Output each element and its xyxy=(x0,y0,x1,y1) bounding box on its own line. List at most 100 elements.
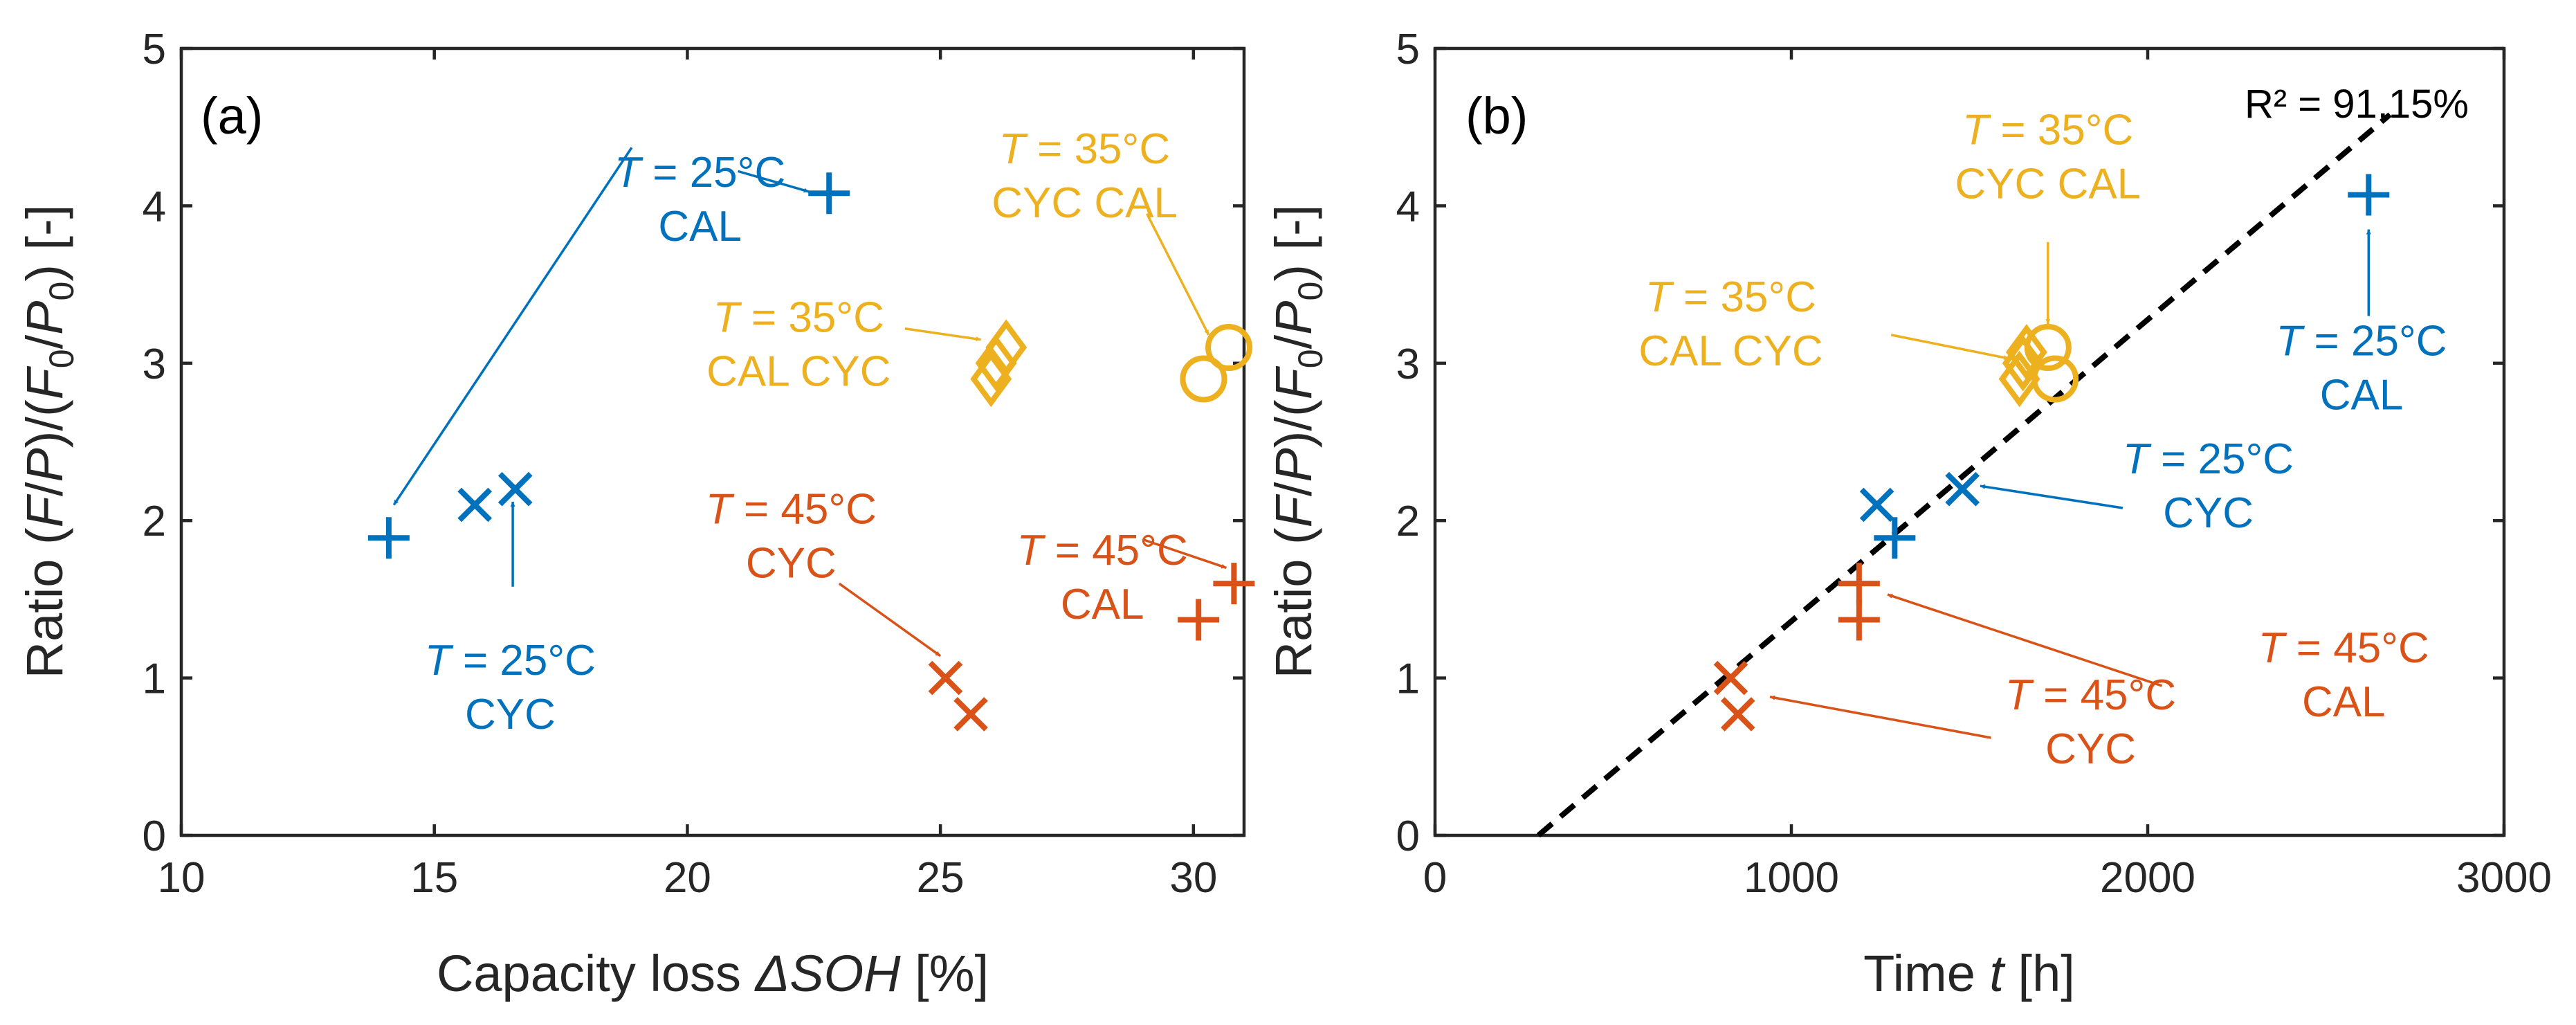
x-tick-label: 25 xyxy=(917,854,965,902)
x-tick-label: 2000 xyxy=(2100,854,2195,902)
markers xyxy=(1713,174,2390,732)
y-tick-label: 2 xyxy=(143,498,166,545)
y-axis-title: Ratio (F/P)/(F0/P0) [-] xyxy=(16,205,81,679)
y-tick-label: 3 xyxy=(143,341,166,388)
annotation-label: CYC xyxy=(746,540,837,588)
panel-label: (b) xyxy=(1465,87,1528,145)
plus-marker xyxy=(1213,563,1255,605)
y-tick-label: 5 xyxy=(1396,26,1420,73)
circle-marker xyxy=(1180,355,1227,403)
x-tick-label: 1000 xyxy=(1744,854,1839,902)
annotation-arrow xyxy=(1146,212,1210,336)
fit xyxy=(1536,112,2392,838)
annotation-label: CAL xyxy=(1061,581,1144,628)
annotation-label: T = 25°C xyxy=(614,149,785,197)
annotation-label: CAL xyxy=(658,203,742,251)
x-marker xyxy=(953,697,988,732)
y-tick-label: 0 xyxy=(143,813,166,860)
diamond-marker xyxy=(985,319,1027,376)
annotation-label: CYC xyxy=(2045,725,2136,773)
circle-marker xyxy=(2031,355,2079,403)
y-tick-label: 1 xyxy=(1396,655,1420,703)
x-axis-title: Capacity loss ΔSOH [%] xyxy=(437,945,989,1002)
annotation-arrow xyxy=(392,147,633,506)
ticks: 10 15 20 25 30 0 1 2 3 4 5 xyxy=(143,26,1244,902)
y-tick-label: 4 xyxy=(1396,183,1420,230)
diamond-marker xyxy=(2005,324,2047,381)
plot-area xyxy=(1433,46,2506,837)
plus-marker xyxy=(808,172,850,215)
annotation-label: CYC xyxy=(2163,489,2254,537)
annotation-label: T = 25°C xyxy=(425,637,596,684)
annotation-arrow xyxy=(1980,484,2123,509)
annotation-arrow xyxy=(1142,538,1227,570)
ticks: 0 1000 2000 3000 0 1 2 3 4 5 xyxy=(1396,26,2552,902)
annotation-label: CYC CAL xyxy=(992,179,1178,227)
x-tick-label: 30 xyxy=(1169,854,1217,902)
panel-a: (a) Ratio (F/P)/(F0/P0) [-] Capacity los… xyxy=(16,26,1255,1002)
annotations: T = 25°C CAL T = 25°C CYC T = 35°C CYC CAL T =… xyxy=(1638,107,2447,773)
y-tick-label: 5 xyxy=(143,26,166,73)
annotation-label: CAL CYC xyxy=(1638,327,1823,375)
annotation-arrow xyxy=(838,582,942,657)
x-marker xyxy=(497,471,533,507)
plus-marker xyxy=(2348,174,2390,216)
plus-marker xyxy=(1838,563,1880,605)
x-marker xyxy=(1945,471,1980,507)
diamond-marker xyxy=(975,335,1017,392)
x-marker xyxy=(928,660,963,696)
annotation-arrow xyxy=(904,327,981,342)
annotation-arrow xyxy=(1890,334,2009,361)
annotation-label: T = 25°C xyxy=(2276,317,2447,365)
x-marker xyxy=(457,487,493,523)
annotation-label: T = 35°C xyxy=(999,125,1170,173)
plus-marker xyxy=(1838,599,1880,641)
x-tick-label: 0 xyxy=(1423,854,1447,902)
circle-marker xyxy=(2024,324,2072,372)
y-tick-label: 2 xyxy=(1396,498,1420,545)
annotation-label: T = 35°C xyxy=(713,293,884,341)
plus-marker xyxy=(1874,517,1916,559)
panel-label: (a) xyxy=(201,87,263,145)
annotation-label: T = 45°C xyxy=(2258,624,2429,672)
y-tick-label: 1 xyxy=(143,655,166,703)
annotations: T = 25°C CAL T = 25°C CYC T = 35°C CYC CAL T =… xyxy=(392,125,1227,738)
annotation-arrow xyxy=(1769,695,1991,739)
y-tick-label: 4 xyxy=(143,183,166,230)
y-tick-label: 0 xyxy=(1396,813,1420,860)
x-tick-label: 3000 xyxy=(2456,854,2552,902)
annotation-label: T = 45°C xyxy=(1017,527,1188,574)
annotation-arrow xyxy=(738,170,810,193)
regression-line xyxy=(1536,112,2392,838)
y-tick-label: 3 xyxy=(1396,341,1420,388)
panel-b: (b) Ratio (F/P)/(F0/P0) [-] Time t [h] R… xyxy=(1265,26,2552,1002)
annotation-label: T = 45°C xyxy=(2005,671,2176,719)
x-marker xyxy=(1720,697,1755,732)
plus-marker xyxy=(1178,599,1220,641)
x-marker xyxy=(1713,660,1748,696)
plus-marker xyxy=(367,517,410,559)
y-axis-title: Ratio (F/P)/(F0/P0) [-] xyxy=(1265,205,1330,679)
annotation-label: CAL xyxy=(2302,678,2386,726)
markers xyxy=(367,172,1255,732)
x-axis-title: Time t [h] xyxy=(1863,945,2075,1002)
annotation-label: CYC CAL xyxy=(1955,161,2141,208)
x-tick-label: 10 xyxy=(158,854,205,902)
x-tick-label: 20 xyxy=(664,854,711,902)
annotation-label: CAL CYC xyxy=(706,347,890,395)
x-tick-label: 15 xyxy=(410,854,458,902)
r-squared-label: R² = 91.15% xyxy=(2245,82,2469,127)
annotation-label: T = 25°C xyxy=(2123,435,2294,483)
plot-area xyxy=(179,46,1246,837)
x-marker xyxy=(1859,487,1894,523)
annotation-arrow xyxy=(1887,593,2163,687)
annotation-label: T = 35°C xyxy=(1962,107,2133,154)
circle-marker xyxy=(1205,324,1253,372)
annotation-label: T = 35°C xyxy=(1645,273,1816,321)
annotation-label: CYC xyxy=(465,691,556,738)
annotation-label: CAL xyxy=(2320,371,2404,419)
diamond-marker xyxy=(970,350,1012,408)
annotation-label: T = 45°C xyxy=(706,486,877,534)
